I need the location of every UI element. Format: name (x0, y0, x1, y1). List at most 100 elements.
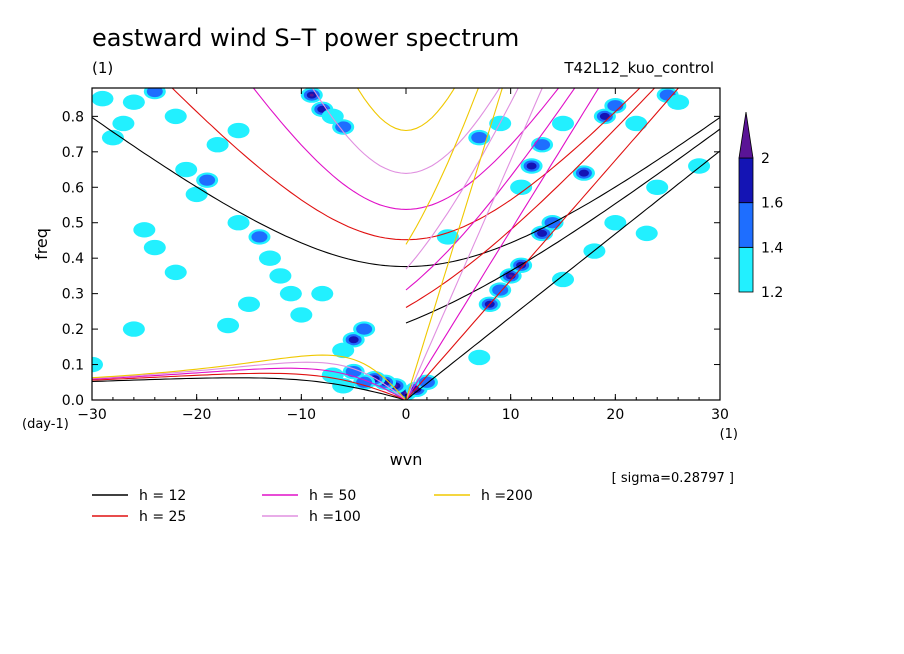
x-tick-label-3: 0 (402, 407, 411, 423)
power-level-0 (290, 307, 313, 323)
chart-title: eastward wind S–T power spectrum (92, 24, 519, 52)
power-level-0 (625, 115, 648, 132)
power-level-2 (578, 169, 589, 177)
legend-item-3: h =100 (262, 509, 361, 525)
power-level-0 (510, 179, 533, 195)
power-region-31 (667, 94, 690, 110)
x-tick-label-6: 30 (711, 407, 729, 423)
power-region-39 (248, 229, 271, 245)
power-level-1 (146, 88, 163, 98)
rossby-wave-h-50 (92, 367, 407, 400)
x-axis-label: wvn (390, 450, 423, 469)
power-region-20 (489, 282, 512, 298)
power-region-50 (143, 88, 166, 100)
power-level-0 (332, 342, 355, 359)
power-level-0 (122, 321, 145, 337)
chart-subtitle-right: T42L12_kuo_control (563, 59, 714, 78)
mrg-wave-h-50 (405, 88, 576, 291)
kelvin-wave-h-100 (405, 88, 543, 400)
power-level-1 (356, 376, 373, 388)
curve-h-25 (92, 88, 680, 400)
legend: h = 12 h = 25 h = 50 h =100 h =200 (92, 488, 533, 525)
power-region-36 (604, 215, 627, 231)
y-axis-unit: (day-1) (22, 417, 69, 432)
power-level-0 (468, 349, 491, 366)
power-level-0 (667, 94, 690, 110)
y-tick-label-7: 0.7 (62, 145, 84, 161)
power-level-0 (688, 158, 711, 174)
power-level-1 (335, 121, 352, 133)
power-region-48 (227, 122, 250, 139)
power-level-0 (92, 90, 114, 107)
power-level-0 (604, 215, 627, 231)
gravity-wave-h-25 (171, 88, 641, 241)
y-tick-label-8: 0.8 (62, 109, 84, 125)
legend-item-0: h = 12 (92, 488, 186, 504)
power-level-1 (199, 174, 216, 186)
power-level-0 (227, 122, 250, 139)
x-tick-label-5: 20 (606, 407, 624, 423)
power-region-26 (572, 165, 595, 181)
x-tick-label-4: 10 (502, 407, 520, 423)
rossby-wave-h-12 (92, 377, 407, 400)
power-region-55 (143, 239, 166, 256)
power-level-1 (356, 323, 373, 335)
power-region-43 (227, 215, 250, 231)
rossby-wave-h-25 (92, 372, 407, 400)
power-region-52 (112, 115, 135, 132)
power-region-38 (552, 271, 574, 288)
power-level-0 (185, 186, 208, 203)
power-level-2 (348, 336, 359, 344)
y-tick-label-4: 0.4 (62, 251, 84, 267)
y-tick-label-3: 0.3 (62, 287, 84, 303)
gravity-wave-h-200 (356, 88, 456, 132)
gravity-wave-h-50 (252, 88, 560, 210)
power-region-56 (164, 264, 187, 281)
power-region-32 (468, 129, 491, 146)
power-region-64 (122, 321, 145, 337)
power-region-62 (436, 229, 459, 245)
power-region-61 (92, 90, 114, 107)
power-level-0 (269, 268, 292, 284)
colorbar-label-3: 2 (761, 151, 770, 167)
legend-label: h =200 (481, 488, 533, 504)
legend-item-4: h =200 (434, 488, 533, 504)
colorbar-swatch-1 (738, 202, 754, 248)
y-tick-label-1: 0.1 (62, 358, 84, 374)
power-region-37 (635, 225, 658, 242)
curve-h-100 (92, 88, 543, 400)
power-level-0 (112, 115, 135, 132)
colorbar-label-2: 1.6 (761, 196, 783, 212)
power-level-0 (143, 239, 166, 256)
legend-item-1: h = 25 (92, 509, 186, 525)
power-level-3 (508, 274, 513, 278)
power-level-0 (175, 161, 198, 178)
power-level-0 (206, 137, 229, 153)
legend-label: h =100 (309, 509, 361, 525)
mrg-wave-h-100 (405, 88, 519, 270)
power-level-0 (552, 115, 574, 132)
sigma-note: [ sigma=0.28797 ] (612, 471, 734, 486)
power-level-1 (418, 376, 435, 388)
x-tick-label-1: −20 (182, 407, 212, 423)
power-level-0 (436, 229, 459, 245)
power-region-59 (290, 307, 313, 323)
power-level-0 (552, 271, 574, 288)
curve-h-200 (92, 88, 503, 400)
mrg-wave-h-25 (405, 88, 656, 308)
axis-ticks: −30 −20 −10 0 10 20 30 0.0 0.1 0.2 0.3 0.4 0.5 0.6 0.7… (62, 88, 729, 423)
power-level-0 (133, 222, 156, 238)
power-level-0 (321, 108, 344, 125)
power-level-0 (164, 264, 187, 281)
power-level-0 (258, 250, 281, 266)
y-axis-label: freq (32, 228, 51, 260)
power-region-23 (520, 158, 543, 174)
y-tick-label-6: 0.6 (62, 180, 84, 196)
power-region-67 (688, 158, 711, 174)
power-region-53 (101, 129, 124, 146)
kelvin-wave-h-25 (405, 88, 680, 400)
power-level-0 (101, 129, 124, 146)
curve-h-12 (92, 116, 720, 400)
gravity-wave-h-100 (311, 88, 501, 174)
power-region-49 (164, 108, 187, 125)
